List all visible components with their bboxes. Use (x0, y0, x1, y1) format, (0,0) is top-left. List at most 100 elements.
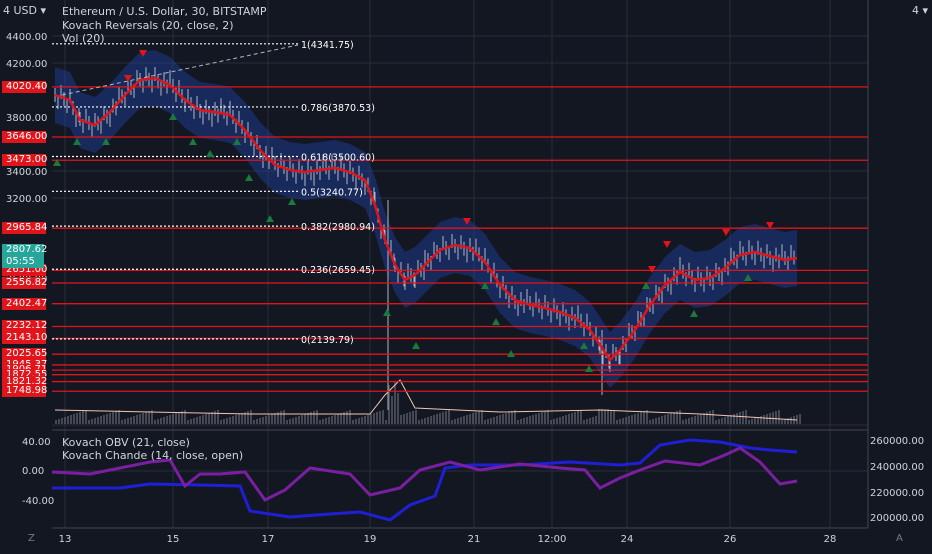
volume-bar (658, 417, 660, 424)
volume-bar (391, 396, 393, 424)
top-right-toggle[interactable]: 4 ▾ (911, 4, 928, 17)
price-axis-tick: 3200.00 (6, 194, 47, 205)
volume-bar (325, 418, 327, 424)
volume-bar (322, 419, 324, 424)
volume-bar (274, 413, 276, 424)
volume-bar (433, 415, 435, 424)
volume-bar (697, 415, 699, 424)
volume-bar (88, 420, 90, 424)
volume-bar (715, 420, 717, 424)
volume-bar (466, 415, 468, 424)
volume-bar (103, 415, 105, 424)
level-badge: 1821.32 (2, 375, 47, 388)
volume-bar (307, 413, 309, 424)
volume-bar (160, 418, 162, 424)
timezone-button[interactable]: Z (28, 533, 35, 544)
volume-bar (571, 413, 573, 424)
volume-bar (469, 414, 471, 424)
volume-bar (340, 413, 342, 424)
volume-bar (565, 415, 567, 424)
volume-bar (319, 420, 321, 424)
volume-bar (625, 417, 627, 424)
time-axis-tick: 13 (59, 534, 72, 545)
up-marker (233, 138, 241, 145)
volume-bar (355, 419, 357, 424)
volume-bar (505, 413, 507, 424)
last-price-badge: 2807.62 05:55 (2, 244, 47, 268)
volume-bar (184, 410, 186, 424)
volume-bar (661, 416, 663, 424)
bar-countdown: 05:55 (6, 256, 35, 267)
volume-bar (361, 417, 363, 424)
volume-bar (574, 412, 576, 424)
volume-bar (475, 412, 477, 424)
volume-bar (166, 416, 168, 424)
time-axis-tick: 19 (364, 534, 377, 545)
volume-bar (616, 420, 618, 424)
currency-toggle[interactable]: 4 USD ▾ (3, 4, 47, 17)
oscillator-axis-tick: -40.00 (22, 496, 54, 507)
volume-bar (226, 418, 228, 424)
volume-bar (127, 418, 129, 424)
study-kovach-chande[interactable]: Kovach Chande (14, close, open) (62, 449, 244, 462)
down-marker (463, 218, 471, 225)
volume-bar (346, 411, 348, 424)
volume-bar (577, 411, 579, 424)
volume-bar (193, 418, 195, 424)
volume-bar (751, 419, 753, 424)
volume-bar (136, 415, 138, 424)
volume-bar (700, 414, 702, 424)
volume-bar (178, 412, 180, 424)
obv-axis-tick: 200000.00 (870, 513, 924, 524)
volume-bar (328, 417, 330, 424)
volume-bar (310, 412, 312, 424)
volume-bar (490, 418, 492, 424)
auto-scale-button[interactable]: A (896, 533, 903, 544)
axes: 4400.004200.003800.003400.003200.002600.… (6, 32, 924, 545)
price-axis-tick: 4400.00 (6, 32, 47, 43)
ma-line (54, 76, 798, 362)
volume-bar (724, 417, 726, 424)
down-marker (722, 229, 730, 236)
volume-bar (85, 410, 87, 424)
volume-bar (727, 416, 729, 424)
study-kovach-obv[interactable]: Kovach OBV (21, close) (62, 436, 190, 449)
volume-bar (70, 415, 72, 424)
volume-bar (358, 418, 360, 424)
volume-bar (403, 414, 405, 424)
volume-bar (526, 417, 528, 424)
volume-bar (409, 412, 411, 424)
volume-bar (94, 418, 96, 424)
volume-bar (118, 410, 120, 424)
volume-bar (112, 412, 114, 424)
obv-axis-tick: 240000.00 (870, 462, 924, 473)
volume-bar (766, 414, 768, 424)
volume-bar (418, 420, 420, 424)
volume-bar (694, 416, 696, 424)
up-marker (585, 365, 593, 372)
volume-bar (145, 412, 147, 424)
volume-bar (691, 417, 693, 424)
down-marker (124, 75, 132, 82)
volume-bar (400, 415, 402, 424)
volume-bar (580, 410, 582, 424)
volume-bar (442, 412, 444, 424)
volume-bar (172, 414, 174, 424)
volume-bar (481, 410, 483, 424)
volume-bar (298, 416, 300, 424)
volume-bar (133, 416, 135, 424)
study-volume[interactable]: Vol (20) (62, 32, 105, 45)
volume-bar (268, 415, 270, 424)
volume-bar (229, 417, 231, 424)
volume-bar (601, 409, 603, 424)
volume-bar (619, 419, 621, 424)
volume-bar (220, 420, 222, 424)
volume-bar (337, 414, 339, 424)
volume-bar (124, 419, 126, 424)
volume-bar (799, 414, 801, 424)
obv-axis-tick: 220000.00 (870, 488, 924, 499)
volume-bar (148, 411, 150, 424)
volume-bar (502, 414, 504, 424)
study-kovach-reversals[interactable]: Kovach Reversals (20, close, 2) (62, 19, 234, 32)
